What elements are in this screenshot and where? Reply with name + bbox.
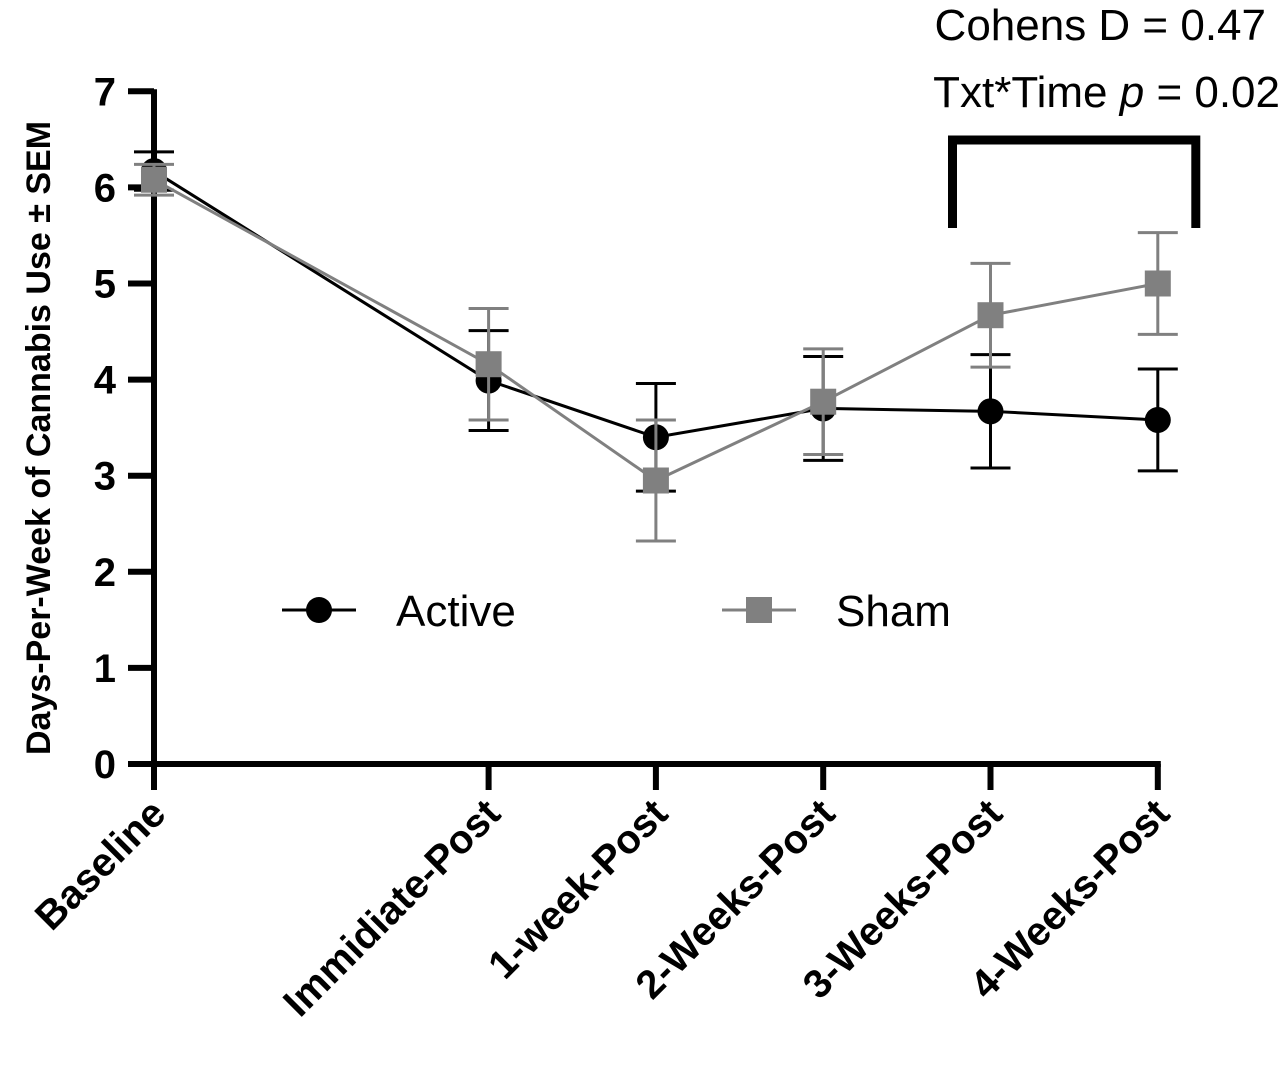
series-sham [134, 162, 1178, 543]
y-tick-label: 3 [94, 455, 116, 499]
series-line [153, 178, 1159, 483]
data-point [810, 388, 837, 415]
series-line [153, 169, 1158, 439]
x-tick-label: Immidiate-Post [275, 791, 509, 1025]
annotation-line-2-suffix: = 0.02 [1144, 68, 1280, 117]
data-point [1144, 406, 1171, 433]
legend-label: Sham [836, 587, 951, 636]
y-tick-label: 7 [94, 70, 116, 114]
y-tick-label: 6 [94, 166, 116, 210]
legend-item-sham: Sham [722, 587, 951, 636]
legend-label: Active [396, 587, 516, 636]
y-tick-label: 0 [94, 743, 116, 787]
y-tick-label: 1 [94, 647, 116, 691]
x-tick-label: Baseline [27, 791, 174, 938]
annotation-line-2-italic: p [1118, 68, 1144, 117]
annotation-line-2-prefix: Txt*Time [933, 68, 1120, 117]
data-point [1144, 270, 1171, 297]
data-point [977, 398, 1004, 425]
significance-bracket [948, 135, 1201, 228]
data-point [475, 351, 502, 378]
annotation: Cohens D = 0.47 Txt*Time p = 0.02 [933, 1, 1280, 228]
annotation-line-1: Cohens D = 0.47 [935, 1, 1266, 50]
y-tick-label: 2 [94, 551, 116, 595]
y-axis-label: Days-Per-Week of Cannabis Use ± SEM [20, 121, 58, 755]
annotation-line-2: Txt*Time p = 0.02 [933, 68, 1280, 117]
legend-marker [306, 597, 332, 623]
data-point [141, 166, 167, 193]
legend: Active Sham [282, 587, 951, 636]
series-layer [134, 150, 1178, 543]
data-point [977, 302, 1004, 329]
y-tick-label: 5 [94, 263, 116, 307]
y-tick-label: 4 [94, 359, 117, 403]
legend-marker [746, 597, 772, 623]
data-point [642, 467, 669, 494]
legend-item-active: Active [282, 587, 516, 636]
